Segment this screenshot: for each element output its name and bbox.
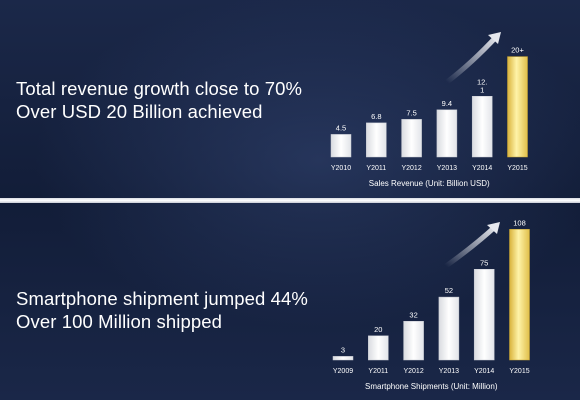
shipments-panel: Smartphone shipment jumped 44% Over 100 … [0, 203, 580, 400]
x-tick-label: Y2014 [474, 368, 494, 375]
x-tick-label: Y2011 [368, 368, 388, 375]
x-tick-label: Y2010 [331, 165, 351, 172]
bar-value-label: 3 [341, 345, 345, 354]
bar-value-label: 32 [409, 310, 417, 319]
growth-arrow-icon [443, 222, 500, 269]
chart-bar [436, 109, 458, 158]
x-tick-label: Y2015 [507, 165, 527, 172]
revenue-headline-line-1: Total revenue growth close to 70% [16, 78, 303, 99]
revenue-panel: Total revenue growth close to 70% Over U… [0, 0, 580, 197]
chart-bar [438, 296, 460, 361]
x-tick-label: Y2014 [472, 165, 492, 172]
chart-bar [403, 321, 424, 361]
bar-value-label: 108 [513, 218, 526, 227]
growth-arrow-icon [444, 32, 501, 85]
revenue-headline-line-2: Over USD 20 Billion achieved [16, 101, 263, 122]
chart-bar [471, 96, 493, 158]
shipments-headline: Smartphone shipment jumped 44% Over 100 … [16, 287, 308, 333]
panel-divider [0, 198, 580, 203]
shipments-headline-line-1: Smartphone shipment jumped 44% [16, 288, 308, 309]
x-tick-label: Y2011 [366, 165, 386, 172]
chart-bar [473, 269, 495, 361]
revenue-bar-chart: 4.5 Y2010 6.8 Y2011 7.5 Y2012 9.4 Y2013 12. 1 Y201… [330, 32, 528, 188]
chart-bar [401, 119, 422, 158]
shipments-headline-line-2: Over 100 Million shipped [16, 311, 223, 332]
chart-caption: Smartphone Shipments (Unit: Million) [365, 382, 498, 391]
x-tick-label: Y2012 [401, 165, 421, 172]
bar-value-label: 7.5 [406, 108, 416, 117]
bar-value-label: 52 [445, 286, 453, 295]
bar-value-label: 4.5 [336, 123, 346, 132]
bar-value-label: 9.4 [442, 99, 452, 108]
highlight-bar [507, 56, 528, 158]
bar-value-label: 6.8 [371, 112, 381, 121]
chart-bar [366, 122, 387, 158]
shipments-bar-chart: 3 Y2009 20 Y2011 32 Y2012 52 Y2013 75 Y2014 108 Y20… [332, 218, 530, 391]
bar-value-label: 20+ [511, 46, 524, 55]
x-tick-label: Y2012 [403, 368, 423, 375]
revenue-headline: Total revenue growth close to 70% Over U… [16, 77, 302, 123]
highlight-bar [509, 229, 530, 361]
bar-value-label: 12. 1 [477, 77, 487, 94]
chart-bar [330, 134, 352, 158]
chart-bar [332, 356, 354, 361]
bar-value-label: 75 [480, 258, 488, 267]
x-tick-label: Y2015 [509, 368, 529, 375]
x-tick-label: Y2013 [439, 368, 459, 375]
chart-bar [368, 335, 389, 361]
x-tick-label: Y2013 [437, 165, 457, 172]
x-tick-label: Y2009 [333, 368, 353, 375]
bar-value-label: 20 [374, 325, 382, 334]
chart-caption: Sales Revenue (Unit: Billion USD) [369, 179, 490, 188]
